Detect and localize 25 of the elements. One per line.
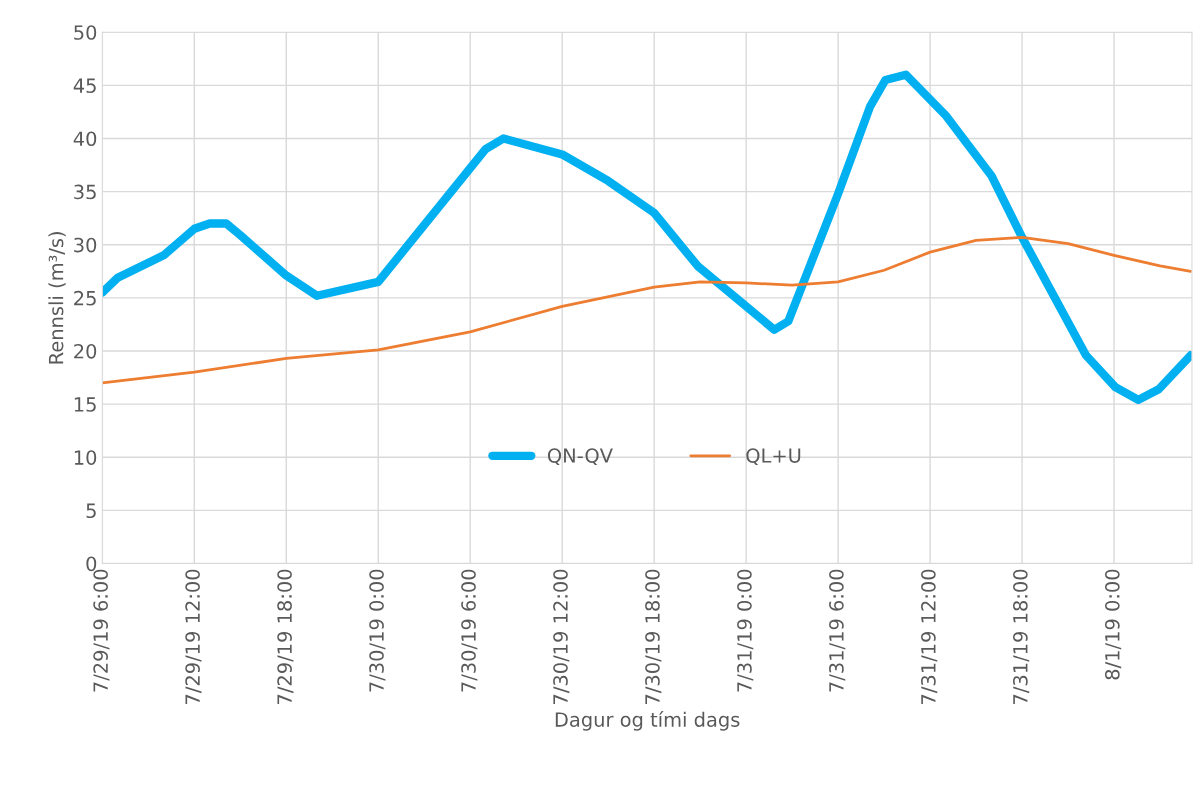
legend-label: QL+U (746, 448, 801, 466)
y-tick-label: 15 (74, 397, 96, 412)
x-tick-label: 7/30/19 6:00 (461, 569, 478, 692)
y-tick-label: 45 (73, 78, 96, 93)
x-axis-title: Dagur og tími dags (555, 711, 740, 731)
y-tick-label: 20 (74, 343, 97, 359)
y-tick-label: 50 (74, 25, 97, 40)
x-tick-label: 7/29/19 18:00 (277, 569, 294, 704)
y-tick-label: 35 (74, 184, 96, 200)
x-tick-label: 7/29/19 12:00 (185, 569, 202, 704)
x-tick-label: 7/31/19 12:00 (921, 569, 938, 704)
y-tick-label: 5 (86, 503, 96, 519)
x-tick-label: 7/31/19 0:00 (737, 569, 754, 692)
y-axis-title: Rennsli (m³/s) (48, 232, 66, 364)
y-tick-label: 30 (74, 237, 97, 253)
x-tick-label: 7/31/19 18:00 (1013, 569, 1030, 704)
y-tick-label: 40 (73, 131, 97, 147)
x-tick-label: 7/30/19 18:00 (645, 569, 662, 704)
x-tick-label: 7/31/19 6:00 (829, 569, 846, 692)
x-tick-label: 7/30/19 0:00 (369, 569, 386, 692)
legend-label: QN-QV (547, 448, 613, 466)
y-tick-label: 25 (74, 290, 96, 306)
y-tick-label: 10 (74, 450, 97, 465)
x-tick-label: 8/1/19 0:00 (1104, 569, 1122, 680)
x-tick-label: 7/30/19 12:00 (553, 569, 570, 704)
